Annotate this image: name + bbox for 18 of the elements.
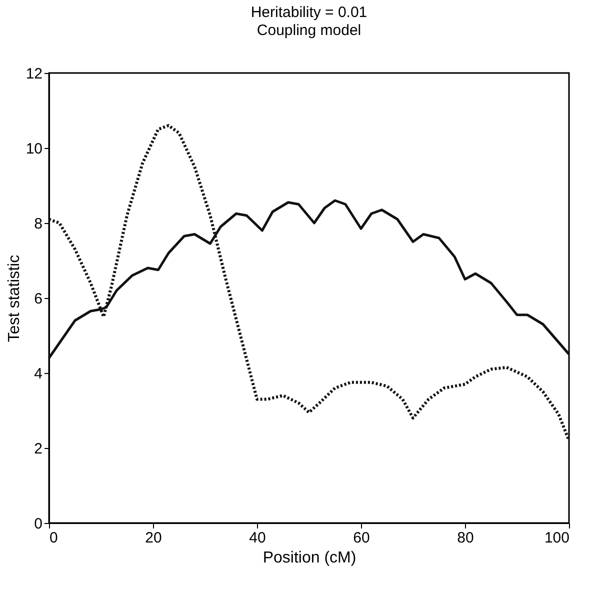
y-tick-label: 8 — [34, 216, 42, 232]
y-tick-label: 0 — [34, 516, 42, 532]
x-tick-label: 100 — [544, 530, 570, 546]
y-tick-label: 6 — [34, 290, 42, 308]
y-axis-title: Test statistic — [6, 254, 23, 342]
x-tick-label: 20 — [145, 530, 162, 546]
y-tick-label: 4 — [34, 366, 42, 382]
x-tick-label: 0 — [50, 530, 58, 546]
line-series — [48, 124, 570, 442]
x-tick-label: 80 — [457, 530, 474, 546]
x-tick-label: 60 — [353, 530, 370, 546]
y-tick-label: 2 — [34, 440, 42, 458]
chart-subtitle: Coupling model — [256, 22, 362, 39]
x-axis-title: Position (cM) — [262, 550, 356, 566]
x-tick-label: 40 — [249, 530, 266, 546]
chart-title: Heritability = 0.01 — [250, 4, 368, 21]
y-tick-label: 12 — [26, 66, 42, 82]
y-tick-label: 10 — [26, 140, 42, 158]
